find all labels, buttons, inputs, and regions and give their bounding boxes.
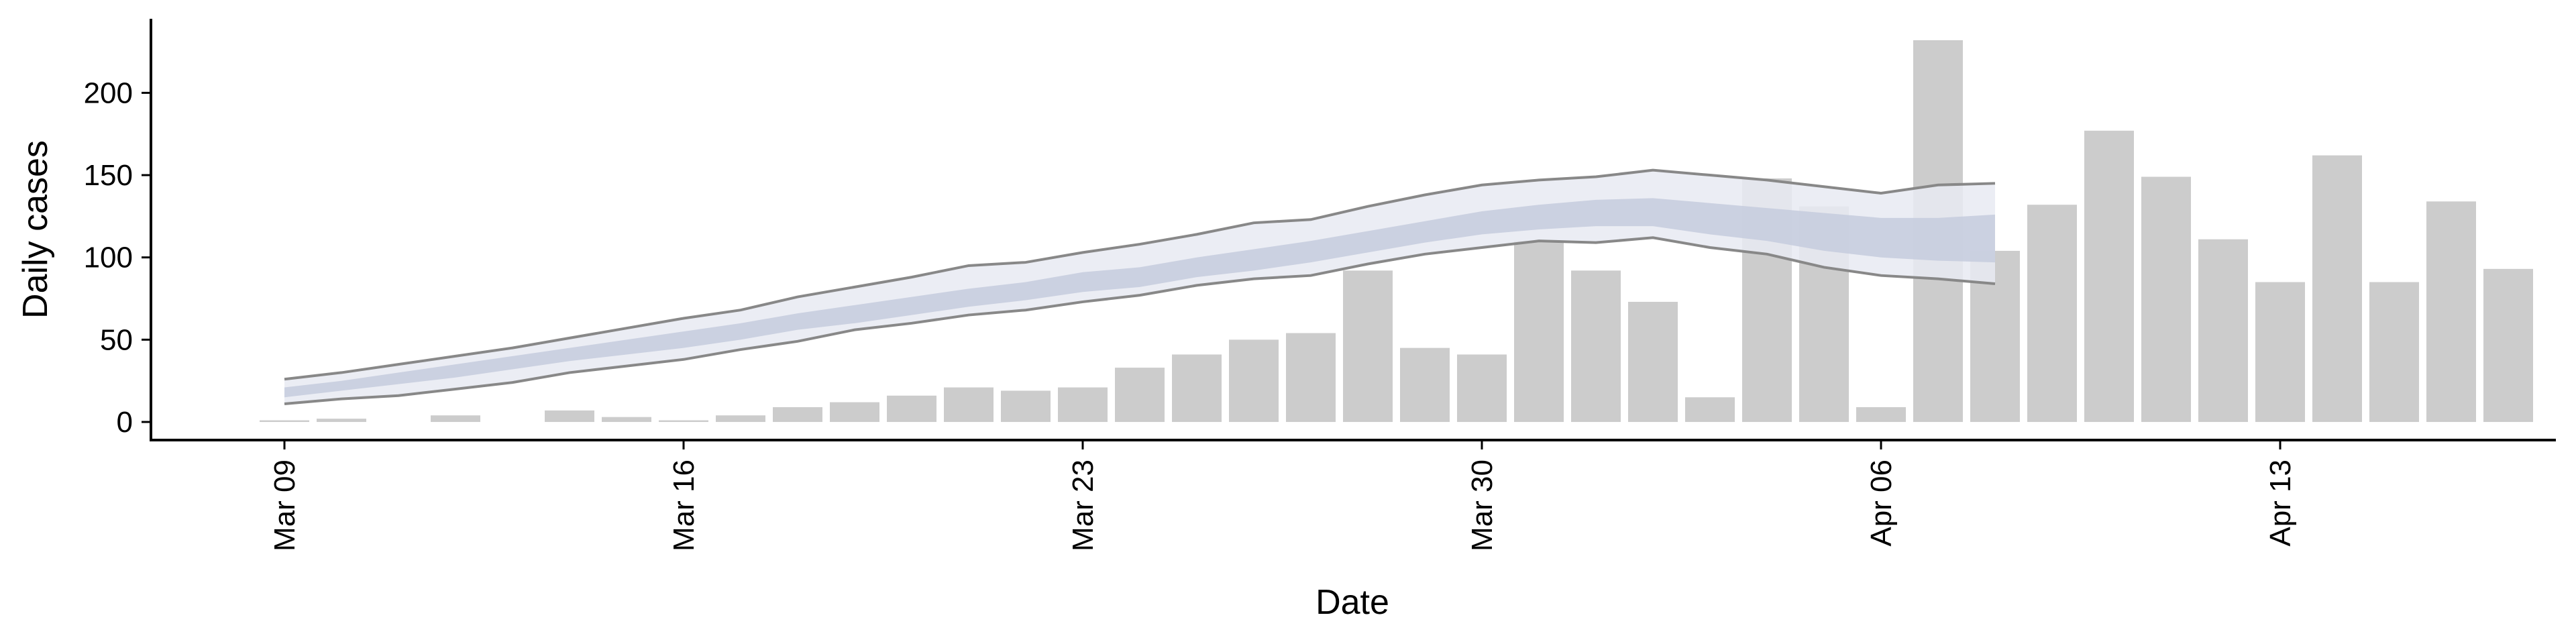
bar [2084,130,2134,423]
bar [2141,176,2191,423]
bar [1457,354,1507,423]
bar [1115,368,1165,423]
bar [431,415,480,423]
bar [659,420,708,423]
bar [1229,339,1279,423]
bar [602,417,651,423]
y-tick-label: 50 [100,323,133,356]
bar [1856,407,1906,423]
bar [2369,282,2419,423]
y-tick-label: 0 [117,406,133,439]
y-tick-label: 150 [84,159,133,192]
bar [1628,301,1678,423]
x-tick-label: Mar 09 [268,460,301,551]
bar [1685,397,1735,423]
bar [2198,239,2248,423]
bar [1172,354,1222,423]
bar [2312,155,2362,423]
bar [1400,347,1450,423]
interval-lower-line [284,236,1996,406]
bar [1514,241,1564,423]
bar [260,420,309,423]
x-tick-label: Apr 06 [1865,460,1898,547]
bar [1286,333,1336,423]
bar [2483,268,2533,423]
bar [2255,282,2305,423]
x-tick-label: Mar 30 [1466,460,1499,551]
bar [830,402,879,423]
bar [716,415,765,423]
interval-upper-line [284,168,1996,381]
bar [1571,270,1621,423]
x-tick-label: Mar 16 [667,460,700,551]
bar [773,407,822,423]
bar [1058,387,1108,423]
interval-band [284,198,1995,398]
y-tick-label: 200 [84,76,133,109]
y-tick-label: 100 [84,241,133,274]
x-tick-label: Mar 23 [1067,460,1099,551]
x-tick-label: Apr 13 [2264,460,2297,547]
bar [2027,205,2077,423]
bar [1001,390,1051,423]
x-axis-title: Date [1316,583,1389,622]
bar [1343,270,1393,423]
bar [944,387,994,423]
bar [887,395,936,423]
bar [545,410,594,423]
bar [317,419,366,423]
y-axis-title: Daily cases [16,140,55,319]
bar [2426,201,2476,423]
